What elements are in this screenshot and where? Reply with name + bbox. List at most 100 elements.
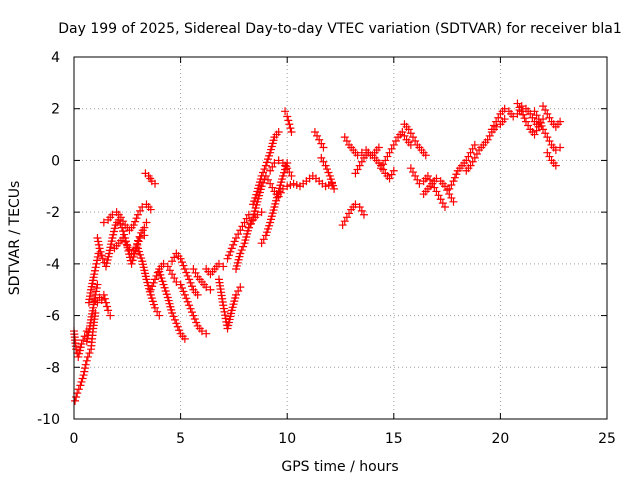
data-point <box>229 240 238 249</box>
chart-title: Day 199 of 2025, Sidereal Day-to-day VTE… <box>58 21 621 37</box>
data-point <box>340 133 349 142</box>
y-tick-label: -10 <box>37 412 60 428</box>
data-point <box>240 218 249 227</box>
data-point <box>449 177 458 186</box>
data-point <box>82 356 91 365</box>
data-point <box>324 168 333 177</box>
data-point <box>183 297 192 306</box>
data-point <box>447 193 456 202</box>
data-point <box>345 209 354 218</box>
data-point <box>182 294 191 303</box>
data-point <box>206 285 215 294</box>
data-point <box>351 169 360 178</box>
data-point <box>90 270 99 279</box>
data-point <box>180 265 189 274</box>
data-point <box>374 143 383 152</box>
data-point <box>364 148 373 157</box>
x-tick-label: 15 <box>385 431 403 447</box>
data-point <box>190 315 199 324</box>
data-point <box>545 113 554 122</box>
data-point <box>436 195 445 204</box>
plot-frame <box>73 56 608 420</box>
data-point <box>81 360 90 369</box>
data-point <box>230 237 239 246</box>
data-point <box>464 152 473 161</box>
data-point <box>519 110 528 119</box>
data-point <box>556 143 565 152</box>
data-point <box>92 283 101 292</box>
data-point <box>468 157 477 166</box>
data-point <box>172 277 181 286</box>
data-point <box>357 157 366 166</box>
data-point <box>234 287 243 296</box>
data-point <box>153 307 162 316</box>
data-point <box>387 170 396 179</box>
data-point <box>136 206 145 215</box>
data-point <box>319 143 328 152</box>
data-point <box>494 113 503 122</box>
data-point <box>238 222 247 231</box>
data-point <box>146 205 155 214</box>
data-point <box>149 278 158 287</box>
data-point <box>236 283 245 292</box>
data-point <box>142 218 151 227</box>
data-point <box>524 121 533 130</box>
data-point <box>551 161 560 170</box>
data-point <box>79 371 88 380</box>
data-point <box>239 242 248 251</box>
x-tick-label: 0 <box>70 431 79 447</box>
data-point <box>85 349 94 358</box>
data-point <box>257 208 266 217</box>
data-point <box>186 304 195 313</box>
data-point <box>490 121 499 130</box>
data-point <box>353 151 362 160</box>
data-point <box>357 206 366 215</box>
data-point <box>99 218 108 227</box>
data-point <box>517 107 526 116</box>
data-point <box>182 268 191 277</box>
data-point <box>447 180 456 189</box>
data-point <box>551 146 560 155</box>
data-point <box>185 301 194 310</box>
data-point <box>342 137 351 146</box>
data-point <box>284 116 293 125</box>
data-point <box>266 179 275 188</box>
data-point <box>268 162 277 171</box>
data-point <box>92 287 101 296</box>
data-point <box>192 318 201 327</box>
data-point <box>389 140 398 149</box>
data-point <box>74 385 83 394</box>
data-point <box>159 259 168 268</box>
data-point <box>97 251 106 260</box>
data-point <box>468 144 477 153</box>
data-point <box>353 165 362 174</box>
data-point <box>93 256 102 265</box>
data-point <box>449 197 458 206</box>
data-point <box>485 131 494 140</box>
data-point <box>408 168 417 177</box>
data-point <box>151 275 160 284</box>
data-point <box>187 308 196 317</box>
data-point <box>470 153 479 162</box>
data-point <box>120 230 129 239</box>
data-point <box>259 235 268 244</box>
data-point <box>537 121 546 130</box>
data-point <box>266 166 275 175</box>
data-point <box>532 126 541 135</box>
data-point <box>170 253 179 262</box>
data-point <box>242 214 251 223</box>
data-point <box>90 266 99 275</box>
data-point <box>274 127 283 136</box>
data-point <box>170 315 179 324</box>
data-point <box>545 152 554 161</box>
data-point <box>411 171 420 180</box>
data-point <box>79 336 88 345</box>
y-tick-label: -2 <box>46 205 60 221</box>
data-point <box>340 217 349 226</box>
x-tick-labels: 0 5 10 15 20 25 <box>70 431 616 447</box>
data-point <box>322 165 331 174</box>
data-point <box>509 112 518 121</box>
data-point <box>452 170 461 179</box>
data-point <box>99 290 108 299</box>
data-point <box>92 259 101 268</box>
